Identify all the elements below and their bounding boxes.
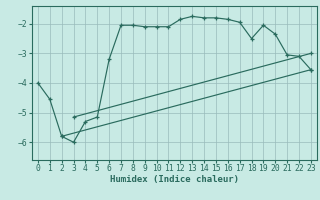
X-axis label: Humidex (Indice chaleur): Humidex (Indice chaleur) bbox=[110, 175, 239, 184]
